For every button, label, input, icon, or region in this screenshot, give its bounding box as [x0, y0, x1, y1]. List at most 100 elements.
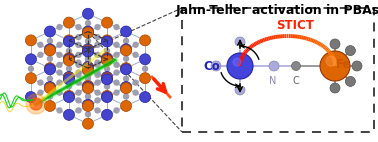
Circle shape — [345, 76, 355, 86]
Circle shape — [102, 53, 113, 64]
Circle shape — [82, 8, 93, 19]
Circle shape — [102, 109, 113, 120]
Circle shape — [38, 42, 43, 47]
Circle shape — [95, 35, 100, 40]
Circle shape — [38, 80, 43, 85]
Circle shape — [64, 72, 74, 83]
Circle shape — [57, 80, 62, 85]
Circle shape — [45, 100, 56, 111]
Circle shape — [82, 80, 93, 91]
Circle shape — [76, 52, 81, 57]
Circle shape — [95, 90, 100, 95]
Circle shape — [57, 108, 62, 113]
Circle shape — [82, 63, 93, 74]
Circle shape — [124, 94, 129, 99]
Circle shape — [211, 61, 221, 71]
Circle shape — [76, 80, 81, 85]
Circle shape — [76, 42, 81, 47]
Circle shape — [82, 99, 93, 110]
Circle shape — [76, 90, 81, 95]
Circle shape — [133, 90, 138, 95]
Circle shape — [121, 82, 132, 93]
Circle shape — [85, 94, 90, 99]
Circle shape — [28, 66, 33, 71]
Circle shape — [291, 61, 301, 70]
Circle shape — [64, 55, 74, 66]
Circle shape — [330, 83, 340, 93]
Circle shape — [139, 73, 150, 84]
Circle shape — [102, 74, 113, 85]
Circle shape — [82, 44, 93, 55]
Circle shape — [95, 70, 100, 75]
Circle shape — [82, 26, 93, 37]
Circle shape — [227, 53, 253, 79]
Circle shape — [47, 38, 53, 43]
Circle shape — [235, 37, 245, 47]
Circle shape — [121, 44, 132, 55]
Circle shape — [76, 70, 81, 75]
Circle shape — [143, 66, 147, 71]
Circle shape — [95, 52, 100, 57]
Circle shape — [25, 54, 36, 65]
Circle shape — [82, 118, 93, 129]
Circle shape — [352, 61, 362, 71]
Circle shape — [67, 66, 71, 71]
Circle shape — [95, 25, 100, 30]
Circle shape — [102, 92, 113, 103]
Circle shape — [38, 52, 43, 57]
Circle shape — [57, 62, 62, 67]
Circle shape — [82, 27, 93, 38]
Circle shape — [330, 39, 340, 49]
Circle shape — [85, 21, 90, 26]
Circle shape — [121, 45, 132, 56]
Circle shape — [139, 35, 150, 46]
Circle shape — [85, 76, 90, 81]
Circle shape — [82, 82, 93, 93]
Circle shape — [45, 26, 56, 37]
Circle shape — [57, 25, 62, 30]
Circle shape — [67, 48, 71, 54]
Text: STICT: STICT — [277, 19, 314, 32]
Text: N: N — [269, 76, 277, 86]
Circle shape — [25, 92, 36, 103]
Circle shape — [121, 100, 132, 111]
Text: C: C — [293, 76, 299, 86]
Circle shape — [76, 108, 81, 113]
Circle shape — [102, 73, 113, 84]
Circle shape — [76, 60, 81, 65]
Text: Jahn-Teller activation in PBAs: Jahn-Teller activation in PBAs — [176, 4, 378, 17]
Circle shape — [47, 56, 53, 61]
Circle shape — [102, 54, 113, 65]
Circle shape — [95, 98, 100, 103]
Circle shape — [82, 61, 93, 73]
Circle shape — [114, 25, 119, 30]
Circle shape — [102, 55, 113, 66]
Circle shape — [114, 62, 119, 67]
Circle shape — [85, 59, 90, 63]
Circle shape — [102, 35, 113, 46]
Circle shape — [114, 80, 119, 85]
Circle shape — [25, 35, 36, 46]
Circle shape — [139, 92, 150, 103]
Circle shape — [76, 35, 81, 40]
Circle shape — [133, 42, 138, 47]
Circle shape — [95, 72, 100, 77]
Circle shape — [64, 35, 74, 46]
Circle shape — [64, 73, 74, 84]
Text: Fe: Fe — [336, 58, 352, 70]
Circle shape — [102, 90, 113, 101]
Circle shape — [85, 112, 90, 117]
Circle shape — [26, 94, 46, 114]
Circle shape — [121, 83, 132, 94]
Circle shape — [82, 64, 93, 75]
Circle shape — [95, 80, 100, 85]
Circle shape — [82, 65, 93, 76]
Circle shape — [105, 84, 110, 89]
Circle shape — [124, 38, 129, 43]
Circle shape — [124, 76, 129, 81]
Circle shape — [233, 58, 241, 66]
Circle shape — [57, 52, 62, 57]
Circle shape — [133, 52, 138, 57]
Circle shape — [30, 98, 42, 110]
Circle shape — [320, 51, 350, 81]
